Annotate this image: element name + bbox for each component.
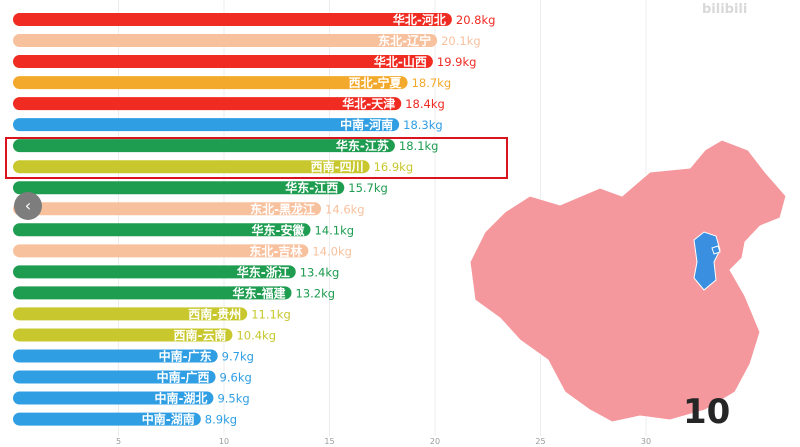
china-map-tianjin (711, 245, 721, 255)
bar-value-label: 10.4kg (236, 328, 276, 342)
bar-row: 华东-安徽 14.1kg (13, 222, 354, 237)
bar-value-label: 11.1kg (251, 307, 291, 321)
bar (13, 391, 214, 405)
bar-category-label: 华北-山西 (374, 54, 427, 69)
bar-row: 西北-宁夏 18.7kg (13, 75, 451, 90)
bar-value-label: 19.9kg (437, 55, 477, 69)
bar-row: 华北-河北 20.8kg (13, 12, 495, 27)
bar (13, 412, 201, 426)
x-tick-label: 5 (116, 437, 121, 446)
bar-row: 东北-辽宁 20.1kg (13, 33, 481, 48)
x-tick-label: 25 (535, 437, 545, 446)
bar (13, 76, 408, 90)
highlight-box (5, 137, 508, 179)
bar (13, 139, 395, 153)
bar-row: 中南-湖北 9.5kg (13, 391, 250, 406)
frame-counter: 10 (683, 392, 731, 432)
bar (13, 307, 248, 321)
bar (13, 13, 452, 26)
bar-category-label: 西北-宁夏 (349, 75, 403, 90)
bar-category-label: 华东-江苏 (336, 138, 389, 153)
bar-category-label: 西南-贵州 (188, 306, 241, 321)
bar (13, 265, 296, 279)
bar-category-label: 西南-四川 (311, 159, 364, 174)
bar-value-label: 16.9kg (374, 160, 414, 174)
bar (13, 55, 433, 69)
bar-category-label: 华北-河北 (393, 12, 446, 27)
bar-row: 中南-广西 9.6kg (13, 370, 252, 385)
bar-value-label: 15.7kg (348, 181, 388, 195)
watermark-logo: bilibili (702, 2, 748, 17)
bar-category-label: 华东-安徽 (252, 222, 306, 237)
bar-category-label: 中南-湖北 (154, 391, 207, 406)
bar-category-label: 东北-辽宁 (378, 33, 431, 48)
bar (13, 118, 400, 132)
bar-category-label: 华东-浙江 (237, 264, 290, 279)
bar (13, 34, 438, 48)
bar-value-label: 18.7kg (412, 76, 452, 90)
bar-category-label: 华东-福建 (233, 285, 287, 300)
bar (13, 202, 322, 216)
bar-row: 华北-山西 19.9kg (13, 54, 476, 69)
china-map-body (469, 139, 787, 423)
bar-value-label: 20.1kg (441, 34, 481, 48)
bar-value-label: 9.6kg (220, 371, 252, 385)
bar-row: 华东-江西 15.7kg (13, 180, 388, 195)
bar (13, 244, 309, 258)
bar-category-label: 中南-广东 (159, 348, 212, 363)
bar (13, 328, 233, 342)
bar-category-label: 华北-天津 (342, 96, 395, 111)
bar-row: 西南-贵州 11.1kg (13, 306, 291, 321)
bar-value-label: 14.1kg (315, 223, 355, 237)
prev-arrow-button[interactable]: ‹ (14, 192, 42, 220)
bar-value-label: 14.0kg (312, 244, 352, 258)
x-tick-label: 15 (324, 437, 334, 446)
bar (13, 160, 370, 174)
bar-row: 西南-云南 10.4kg (13, 327, 276, 342)
bar-value-label: 20.8kg (456, 13, 496, 27)
bar-category-label: 西南-云南 (173, 327, 226, 342)
bar-value-label: 9.5kg (217, 392, 249, 406)
bar-row: 中南-河南 18.3kg (13, 117, 443, 132)
china-map (469, 139, 787, 423)
x-axis-ticks: 5 10 15 20 25 30 (116, 437, 651, 446)
bar-value-label: 9.7kg (222, 349, 254, 363)
bar-row: 华东-江苏 18.1kg (13, 138, 438, 153)
bar (13, 286, 292, 300)
x-tick-label: 20 (430, 437, 440, 446)
bar-value-label: 13.4kg (300, 265, 340, 279)
bar (13, 181, 345, 195)
china-map-region-highlight (693, 231, 721, 291)
bar-row: 华东-福建 13.2kg (13, 285, 335, 300)
bar-row: 西南-四川 16.9kg (13, 159, 413, 174)
bar-category-label: 中南-河南 (340, 117, 393, 132)
x-tick-label: 10 (219, 437, 229, 446)
bar-category-label: 东北-吉林 (249, 243, 302, 258)
bar-row: 中南-湖南 8.9kg (13, 412, 237, 427)
bar-value-label: 18.1kg (399, 139, 439, 153)
bar-category-label: 中南-湖南 (142, 412, 195, 427)
bar-category-label: 华东-江西 (285, 180, 338, 195)
bar-value-label: 14.6kg (325, 202, 365, 216)
bar-row: 华东-浙江 13.4kg (13, 264, 339, 279)
bar-row: 东北-吉林 14.0kg (13, 243, 352, 258)
bar (13, 223, 311, 237)
bar (13, 370, 216, 384)
bar-category-label: 东北-黑龙江 (250, 201, 315, 216)
bar-row: 华北-天津 18.4kg (13, 96, 445, 111)
bar-row: 中南-广东 9.7kg (13, 348, 254, 363)
bar-value-label: 18.4kg (405, 97, 445, 111)
bar (13, 97, 402, 111)
bar-value-label: 18.3kg (403, 118, 443, 132)
bar-row: 东北-黑龙江 14.6kg (13, 201, 365, 216)
bar-category-label: 中南-广西 (157, 370, 210, 385)
x-tick-label: 30 (641, 437, 651, 446)
bar-value-label: 8.9kg (205, 413, 237, 427)
bar-value-label: 13.2kg (296, 286, 336, 300)
bar (13, 349, 218, 363)
chevron-left-icon: ‹ (24, 196, 32, 215)
